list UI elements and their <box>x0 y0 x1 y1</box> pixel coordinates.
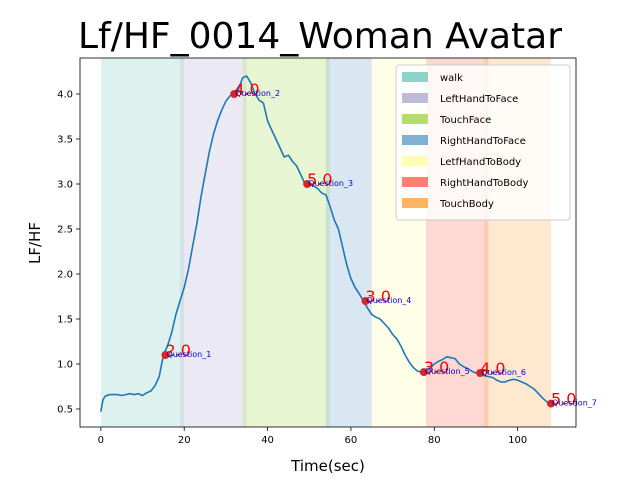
x-axis: 0 20 40 60 80 100 <box>98 427 527 446</box>
x-tick-label: 20 <box>178 435 191 446</box>
marker-Question_1 <box>161 351 170 359</box>
plot-frame <box>79 57 577 428</box>
marker-Question_3 <box>303 180 312 188</box>
legend-swatch-RightHandToFace <box>402 135 428 145</box>
legend-swatch-TouchFace <box>402 114 428 124</box>
legend: walk LeftHandToFace TouchFace RightHandToFa… <box>395 64 571 221</box>
legend-label-walk: walk <box>440 73 463 84</box>
score-label-Question_1: 2.0 <box>165 341 190 360</box>
question-label-Question_5: Question_5 <box>425 367 470 376</box>
lfhf-line <box>100 75 552 412</box>
x-tick-label: 80 <box>428 435 441 446</box>
marker-Question_5 <box>419 368 428 377</box>
question-label-Question_2: Question_2 <box>235 89 280 98</box>
question-label-Question_4: Question_4 <box>367 296 412 305</box>
marker-Question_6 <box>476 369 485 377</box>
legend-swatch-walk <box>402 72 428 82</box>
activity-regions <box>100 58 551 427</box>
legend-swatch-TouchBody <box>402 198 428 208</box>
question-label-Question_3: Question_3 <box>308 179 353 188</box>
score-label-Question_6: 4.0 <box>480 359 505 378</box>
legend-label-RightHandToFace: RightHandToFace <box>440 136 526 147</box>
legend-box <box>395 64 571 221</box>
y-tick-label: 2.5 <box>57 225 73 236</box>
score-label-Question_5: 3.0 <box>424 358 449 377</box>
region-walk <box>100 58 185 427</box>
y-tick-label: 3.5 <box>57 135 73 146</box>
y-axis-title: LF/HF <box>26 222 44 264</box>
x-tick-label: 60 <box>345 435 358 446</box>
y-axis: 0.5 1.0 1.5 2.0 2.5 3.0 3.5 4.0 <box>57 90 80 416</box>
question-label-Question_6: Question_6 <box>481 368 526 377</box>
annotation-layer: 2.0Question_14.0Question_25.0Question_33… <box>161 80 597 409</box>
score-label-Question_3: 5.0 <box>307 170 332 189</box>
region-TouchFace <box>242 58 331 427</box>
legend-label-LetfHandToBody: LetfHandToBody <box>440 157 521 168</box>
legend-swatch-RightHandToBody <box>402 177 428 187</box>
x-axis-title: Time(sec) <box>290 457 365 475</box>
region-RightHandToFace <box>325 58 372 427</box>
x-tick-label: 100 <box>508 435 527 446</box>
score-label-Question_2: 4.0 <box>234 80 259 99</box>
y-tick-label: 3.0 <box>57 180 73 191</box>
y-tick-label: 2.0 <box>57 270 73 281</box>
y-tick-label: 0.5 <box>57 405 73 416</box>
legend-label-TouchFace: TouchFace <box>439 115 491 126</box>
score-label-Question_4: 3.0 <box>366 287 391 306</box>
x-tick-label: 40 <box>261 435 274 446</box>
y-tick-label: 1.5 <box>57 315 73 326</box>
score-label-Question_7: 5.0 <box>551 390 576 409</box>
marker-Question_2 <box>230 90 239 98</box>
marker-Question_7 <box>546 399 555 408</box>
chart-title: Lf/HF_0014_Woman Avatar <box>78 16 562 57</box>
legend-swatch-LetfHandToBody <box>402 156 428 166</box>
legend-label-LeftHandToFace: LeftHandToFace <box>440 94 518 105</box>
question-label-Question_1: Question_1 <box>166 350 211 359</box>
legend-swatch-LeftHandToFace <box>402 93 428 103</box>
y-tick-label: 4.0 <box>57 90 73 101</box>
series-layer <box>100 75 552 412</box>
region-LeftHandToFace <box>180 58 247 427</box>
x-tick-label: 0 <box>98 435 104 446</box>
legend-label-RightHandToBody: RightHandToBody <box>440 178 529 189</box>
question-label-Question_7: Question_7 <box>552 399 597 408</box>
marker-Question_4 <box>361 297 370 305</box>
legend-label-TouchBody: TouchBody <box>439 199 494 210</box>
y-tick-label: 1.0 <box>57 360 73 371</box>
